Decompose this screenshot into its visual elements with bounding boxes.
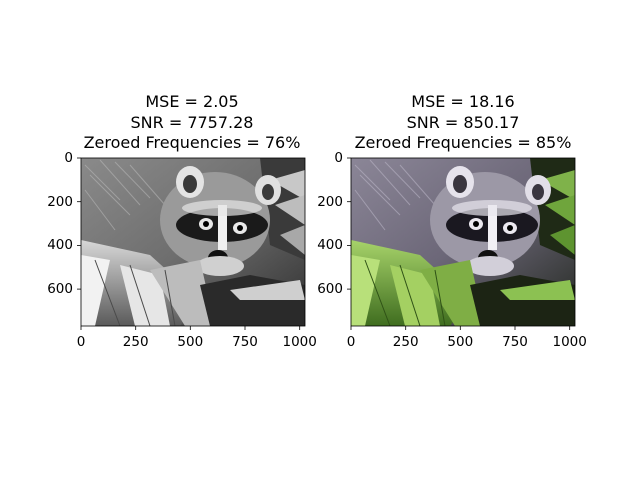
panel-1-title-snr: SNR = 7757.28: [130, 112, 254, 132]
panel-2-title-snr: SNR = 850.17: [406, 112, 520, 132]
panel-1-title-mse: MSE = 2.05: [145, 92, 239, 111]
panel-2-ticks: [347, 157, 571, 330]
panel-2-ytick-0: 0: [334, 150, 343, 166]
panel-2-title-zeroed: Zeroed Frequencies = 85%: [354, 133, 572, 152]
panel-2-ytick-400: 400: [317, 237, 343, 253]
panel-1-ytick-600: 600: [47, 281, 73, 297]
panel-2-xtick-500: 500: [447, 334, 474, 350]
panel-1-title: MSE = 2.05 SNR = 7757.28 Zeroed Frequenc…: [80, 92, 304, 154]
panel-2-title-mse: MSE = 18.16: [411, 92, 515, 111]
panel-2-ytick-200: 200: [317, 194, 343, 210]
panel-1-ytick-400: 400: [47, 237, 73, 253]
panel-1-xtick-750: 750: [232, 334, 258, 350]
panel-2-xtick-1000: 1000: [552, 334, 587, 350]
panel-1-xtick-250: 250: [122, 334, 149, 350]
panel-1-axes-frame: [80, 157, 306, 327]
panel-2-xtick-0: 0: [346, 334, 356, 350]
panel-1-xtick-1000: 1000: [282, 334, 317, 350]
panel-2-xtick-750: 750: [502, 334, 528, 350]
panel-1-ticks: [77, 157, 301, 330]
panel-2-axes-frame: [350, 157, 576, 327]
panel-2-title: MSE = 18.16 SNR = 850.17 Zeroed Frequenc…: [351, 92, 575, 154]
panel-1-title-zeroed: Zeroed Frequencies = 76%: [83, 133, 301, 152]
panel-2-xtick-250: 250: [392, 334, 419, 350]
panel-1-ytick-0: 0: [64, 150, 73, 166]
panel-1-ytick-200: 200: [47, 194, 73, 210]
panel-1-xtick-500: 500: [177, 334, 204, 350]
panel-1-xtick-0: 0: [76, 334, 86, 350]
panel-2-image: [351, 158, 575, 326]
panel-2-ytick-600: 600: [317, 281, 343, 297]
panel-1-image: [81, 158, 305, 326]
